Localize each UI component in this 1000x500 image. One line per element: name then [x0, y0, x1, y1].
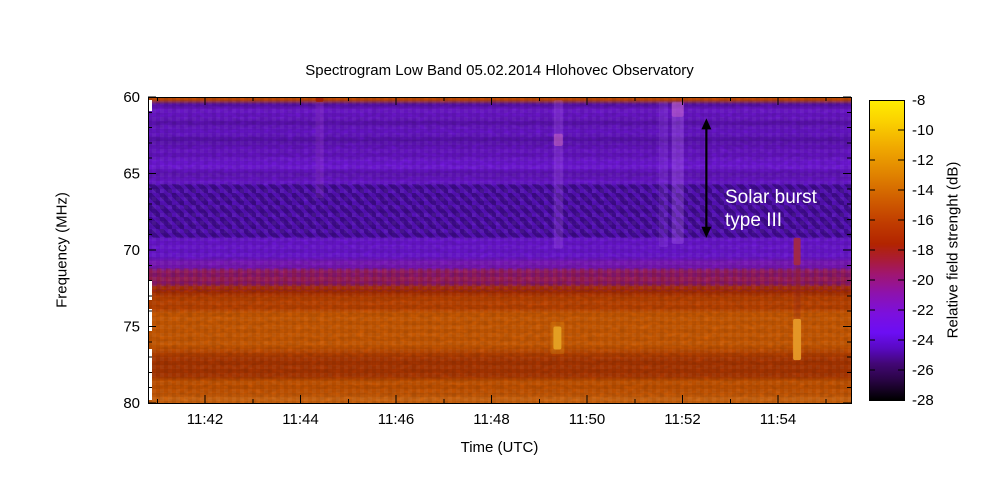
event-interference-burst [793, 237, 802, 361]
plot-left-gap [148, 309, 152, 331]
burst-annotation-line2: type III [725, 210, 783, 231]
y-tick-label: 65 [123, 166, 140, 183]
x-tick-label: 11:54 [760, 411, 796, 428]
y-tick-label: 60 [123, 89, 140, 106]
plot-left-gap [148, 349, 152, 394]
x-tick-label: 11:44 [282, 411, 318, 428]
colorbar-tick-label: -26 [912, 362, 934, 379]
y-tick-label: 75 [123, 319, 140, 336]
y-axis-label: Frequency (MHz) [53, 192, 71, 308]
burst-annotation: Solar burst type III [725, 186, 817, 232]
y-tick-label: 70 [123, 242, 140, 259]
colorbar-tick-label: -10 [912, 122, 934, 139]
event-solar-burst-type-III [658, 101, 684, 247]
chart-title: Spectrogram Low Band 05.02.2014 Hlohovec… [305, 62, 694, 79]
colorbar-tick-label: -22 [912, 302, 934, 319]
colorbar-tick-label: -24 [912, 332, 934, 349]
colorbar-tick-label: -28 [912, 392, 934, 409]
colorbar-tick-label: -18 [912, 242, 934, 259]
event-faint-interference-streak [315, 97, 324, 198]
x-tick-label: 11:52 [664, 411, 700, 428]
y-tick-label: 80 [123, 395, 140, 412]
spectrogram-plot [148, 97, 851, 403]
colorbar-tick-label: -8 [912, 92, 925, 109]
x-axis-label: Time (UTC) [460, 439, 539, 456]
colorbar: -8 -10 -12 -14 -16 -18 -20 -22 -24 -26 -28 [869, 92, 934, 409]
plot-left-gap [148, 385, 152, 400]
colorbar-tick-label: -16 [912, 212, 934, 229]
colorbar-tick-label: -20 [912, 272, 934, 289]
event-interference-burst [550, 100, 565, 355]
burst-arrow [701, 118, 712, 238]
colorbar-label: Relative field strenght (dB) [944, 161, 962, 339]
colorbar-tick-label: -14 [912, 182, 934, 199]
colorbar-tick-label: -12 [912, 152, 934, 169]
x-tick-label: 11:48 [473, 411, 509, 428]
plot-left-gap [148, 100, 152, 111]
plot-border [148, 97, 852, 404]
x-tick-label: 11:50 [569, 411, 605, 428]
burst-annotation-line1: Solar burst [725, 187, 817, 208]
plot-left-gap [148, 280, 152, 300]
x-tick-label: 11:46 [378, 411, 414, 428]
x-tick-label: 11:42 [187, 411, 223, 428]
